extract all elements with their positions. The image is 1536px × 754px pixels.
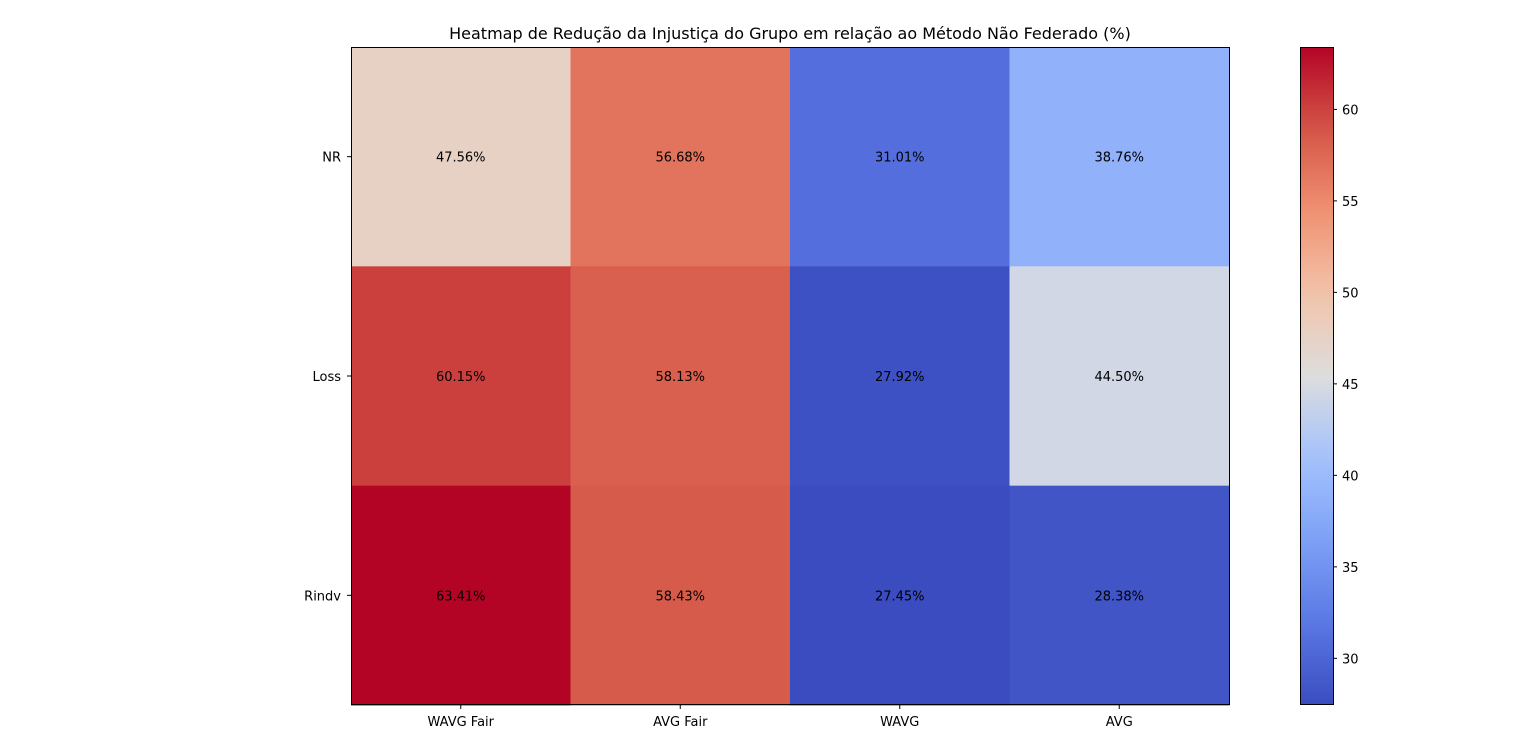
heatmap-cell	[1009, 485, 1230, 706]
heatmap-cell	[570, 266, 791, 487]
heatmap-cell	[1009, 266, 1230, 487]
heatmap-cells	[351, 47, 1230, 706]
x-tick-label: AVG	[1106, 715, 1133, 730]
x-tick-label: AVG Fair	[653, 715, 708, 730]
heatmap-cell	[351, 266, 571, 487]
y-tick-label: Rindv	[304, 589, 341, 604]
colorbar-tick-label: 60	[1342, 103, 1359, 118]
heatmap-cell	[790, 266, 1010, 487]
x-axis-ticks: WAVG Fair AVG Fair WAVG AVG	[427, 705, 1133, 730]
cell-value-label: 27.45%	[875, 589, 925, 604]
heatmap-cell	[351, 485, 571, 706]
cell-value-label: 27.92%	[875, 370, 925, 385]
cell-value-label: 58.13%	[655, 370, 705, 385]
chart-title: Heatmap de Redução da Injustiça do Grupo…	[449, 24, 1131, 43]
colorbar-tick-label: 40	[1342, 469, 1359, 484]
y-tick-label: NR	[322, 151, 341, 166]
cell-value-label: 28.38%	[1094, 589, 1144, 604]
cell-value-label: 63.41%	[436, 589, 486, 604]
colorbar	[1300, 47, 1333, 705]
cell-value-label: 47.56%	[436, 151, 486, 166]
heatmap-cell-labels: 47.56% 56.68% 31.01% 38.76% 60.15% 58.13% 27.9…	[436, 151, 1144, 605]
x-tick-label: WAVG Fair	[427, 715, 494, 730]
heatmap-cell	[1009, 47, 1230, 267]
colorbar-tick-label: 30	[1342, 652, 1359, 667]
colorbar-tick-label: 55	[1342, 195, 1359, 210]
heatmap-cell	[570, 485, 791, 706]
cell-value-label: 31.01%	[875, 151, 925, 166]
colorbar-ticks: 30 35 40 45 50 55 60	[1333, 103, 1359, 667]
cell-value-label: 60.15%	[436, 370, 486, 385]
heatmap-cell	[790, 47, 1010, 267]
colorbar-tick-label: 50	[1342, 286, 1359, 301]
cell-value-label: 38.76%	[1094, 151, 1144, 166]
heatmap-cell	[351, 47, 571, 267]
cell-value-label: 44.50%	[1094, 370, 1144, 385]
cell-value-label: 58.43%	[655, 589, 705, 604]
x-tick-label: WAVG	[880, 715, 919, 730]
colorbar-frame	[1300, 47, 1334, 705]
y-tick-label: Loss	[312, 370, 341, 385]
cell-value-label: 56.68%	[655, 151, 705, 166]
heatmap-cell	[570, 47, 791, 267]
y-axis-ticks: NR Loss Rindv	[304, 151, 351, 604]
colorbar-tick-label: 45	[1342, 378, 1359, 393]
heatmap-cell	[790, 485, 1010, 706]
colorbar-tick-label: 35	[1342, 561, 1359, 576]
plot-frame	[351, 47, 1230, 705]
